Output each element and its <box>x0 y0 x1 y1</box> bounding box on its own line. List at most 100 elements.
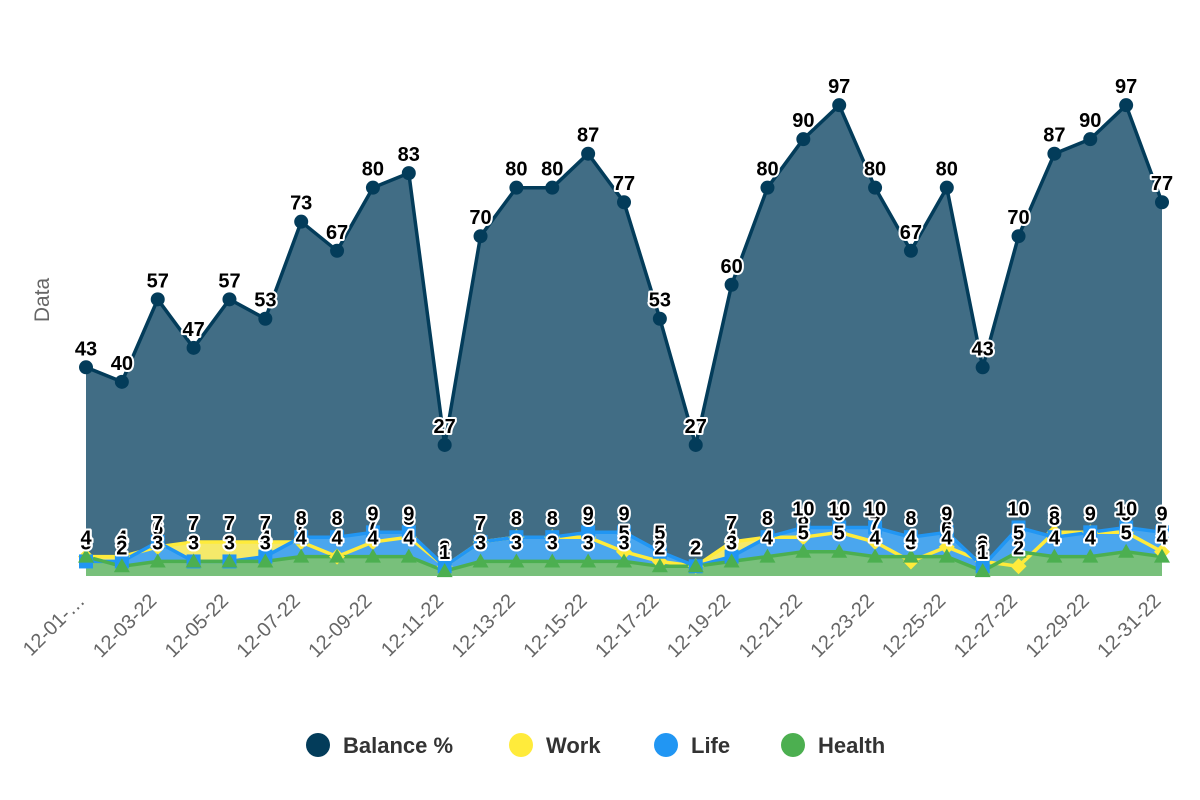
marker-balance-21 <box>832 98 847 113</box>
marker-work-3 <box>185 534 202 551</box>
marker-work-4 <box>221 534 238 551</box>
marker-health-8 <box>364 548 381 563</box>
data-label-life-1: 3 <box>116 532 127 554</box>
marker-health-27 <box>1046 548 1063 563</box>
data-label-health-6: 4 <box>296 528 308 550</box>
data-label-work-17: 2 <box>690 537 701 559</box>
data-label-health-18: 3 <box>726 532 737 554</box>
marker-life-27 <box>1047 530 1062 545</box>
marker-life-21 <box>832 520 847 535</box>
legend-label-work: Work <box>546 733 601 758</box>
legend: Balance % Work Life Health <box>306 733 885 758</box>
data-label-work-11: 7 <box>475 513 486 535</box>
marker-life-30 <box>1155 525 1169 540</box>
data-label-work-22: 7 <box>870 513 881 535</box>
marker-balance-19 <box>760 180 775 195</box>
x-tick-label-30: 12-31-22 <box>1093 590 1165 662</box>
data-label-work-4: 7 <box>224 513 235 535</box>
data-label-health-19: 4 <box>762 528 774 550</box>
x-tick-label-20: 12-21-22 <box>735 590 807 662</box>
data-label-work-30: 5 <box>1156 523 1167 545</box>
data-label-balance-9: 83 <box>398 144 420 166</box>
x-tick-label-16: 12-17-22 <box>591 590 663 662</box>
marker-balance-1 <box>114 374 129 389</box>
data-label-life-21: 10 <box>828 498 850 520</box>
data-label-balance-5: 53 <box>254 290 276 312</box>
marker-balance-22 <box>868 180 883 195</box>
data-label-health-25: 1 <box>977 542 988 564</box>
data-label-life-8: 9 <box>367 503 378 525</box>
x-tick-label-14: 12-15-22 <box>519 590 591 662</box>
data-label-life-12: 8 <box>511 508 522 530</box>
data-label-work-19: 8 <box>762 508 773 530</box>
marker-health-10 <box>436 563 453 578</box>
marker-balance-2 <box>150 292 165 307</box>
marker-life-28 <box>1083 525 1098 540</box>
x-tick-label-10: 12-11-22 <box>377 590 448 661</box>
data-label-balance-2: 57 <box>147 270 169 292</box>
data-label-work-12: 8 <box>511 508 522 530</box>
data-label-balance-19: 80 <box>756 159 778 181</box>
marker-health-16 <box>651 558 668 573</box>
marker-balance-8 <box>365 180 380 195</box>
marker-balance-13 <box>545 180 560 195</box>
data-label-life-11: 7 <box>475 513 486 535</box>
marker-health-0 <box>78 548 94 563</box>
data-label-balance-0: 43 <box>75 338 97 360</box>
marker-health-14 <box>580 553 597 568</box>
data-label-health-17: 2 <box>690 537 701 559</box>
marker-health-30 <box>1154 548 1170 563</box>
data-label-health-23: 4 <box>905 528 917 550</box>
marker-health-18 <box>723 553 740 568</box>
x-tick-label-8: 12-09-22 <box>304 590 376 662</box>
marker-life-9 <box>401 525 416 540</box>
y-axis-label: Data <box>31 278 54 323</box>
x-tick-label-18: 12-19-22 <box>663 590 735 662</box>
marker-health-19 <box>759 548 776 563</box>
marker-balance-7 <box>330 243 345 258</box>
marker-balance-12 <box>509 180 524 195</box>
data-label-work-6: 7 <box>296 513 307 535</box>
data-label-life-27: 8 <box>1049 508 1060 530</box>
marker-balance-10 <box>437 437 452 452</box>
marker-work-22 <box>867 534 884 551</box>
data-label-life-17: 2 <box>690 537 701 559</box>
x-tick-label-0: 12-01-… <box>19 590 90 661</box>
marker-work-26 <box>1010 558 1027 575</box>
data-label-life-9: 9 <box>403 503 414 525</box>
data-label-health-1: 2 <box>116 537 127 559</box>
area-balance <box>86 105 1162 576</box>
data-label-balance-3: 47 <box>182 319 204 341</box>
data-label-work-25: 3 <box>977 532 988 554</box>
data-label-balance-17: 27 <box>685 416 707 438</box>
data-label-balance-26: 70 <box>1007 207 1029 229</box>
marker-health-7 <box>329 548 346 563</box>
marker-health-15 <box>616 553 632 568</box>
marker-health-3 <box>185 553 202 568</box>
marker-balance-18 <box>724 277 739 292</box>
data-label-balance-29: 97 <box>1115 76 1137 98</box>
data-label-health-3: 3 <box>188 532 199 554</box>
marker-health-22 <box>867 548 884 563</box>
marker-life-23 <box>903 530 918 545</box>
marker-life-12 <box>509 530 524 545</box>
marker-work-15 <box>616 543 632 560</box>
data-label-work-0: 4 <box>80 528 92 550</box>
marker-balance-30 <box>1155 195 1169 210</box>
marker-health-29 <box>1118 543 1135 558</box>
data-label-life-7: 8 <box>332 508 343 530</box>
data-label-work-21: 9 <box>834 503 845 525</box>
data-label-life-16: 5 <box>654 523 665 545</box>
marker-life-14 <box>581 525 596 540</box>
data-label-balance-27: 87 <box>1043 125 1065 147</box>
data-label-work-15: 5 <box>618 523 629 545</box>
data-label-health-7: 4 <box>332 528 344 550</box>
marker-life-13 <box>545 530 560 545</box>
data-label-life-28: 9 <box>1085 503 1096 525</box>
data-label-work-18: 7 <box>726 513 737 535</box>
data-label-health-2: 3 <box>152 532 163 554</box>
data-label-life-13: 8 <box>547 508 558 530</box>
data-label-work-7: 4 <box>332 528 344 550</box>
